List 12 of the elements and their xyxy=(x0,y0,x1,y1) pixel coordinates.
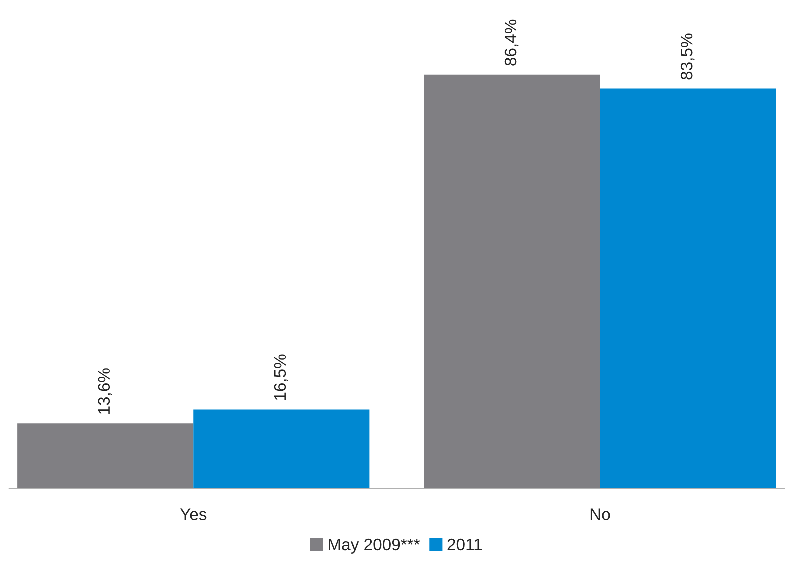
data-label: 16,5% xyxy=(274,354,288,400)
bar xyxy=(600,88,776,489)
x-tick-label: Yes xyxy=(180,508,207,520)
bar xyxy=(18,424,194,489)
data-label: 13,6% xyxy=(98,368,112,414)
bar xyxy=(424,74,600,489)
x-tick-label: No xyxy=(590,508,610,520)
data-label: 86,4% xyxy=(504,20,519,66)
data-label: 83,5% xyxy=(680,34,695,80)
legend-label: May 2009*** xyxy=(329,538,420,554)
bar xyxy=(194,410,370,489)
legend-label: 2011 xyxy=(448,538,482,551)
